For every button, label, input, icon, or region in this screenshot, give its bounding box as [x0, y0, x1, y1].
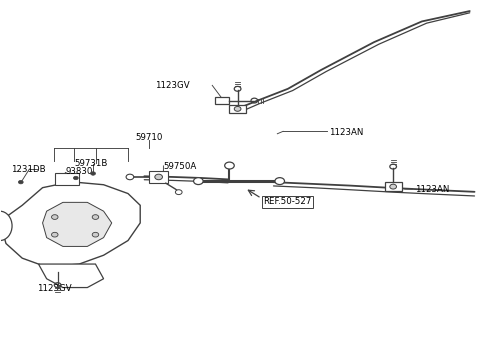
Circle shape	[175, 190, 182, 195]
Circle shape	[275, 178, 285, 185]
Circle shape	[92, 215, 99, 219]
Text: 1123AN: 1123AN	[415, 185, 449, 194]
Text: 59750A: 59750A	[163, 162, 197, 171]
Circle shape	[234, 107, 241, 111]
Circle shape	[18, 180, 23, 184]
Circle shape	[193, 178, 203, 185]
Polygon shape	[215, 97, 229, 104]
Circle shape	[73, 176, 78, 180]
Text: REF.50-527: REF.50-527	[263, 197, 312, 206]
Circle shape	[91, 172, 96, 175]
Circle shape	[126, 174, 134, 180]
Text: 1123AN: 1123AN	[328, 128, 363, 137]
Polygon shape	[229, 105, 246, 113]
Text: 1123GV: 1123GV	[155, 81, 190, 90]
Text: 1231DB: 1231DB	[11, 164, 46, 174]
Circle shape	[51, 215, 58, 219]
Polygon shape	[2, 182, 140, 267]
Text: 59710: 59710	[135, 133, 163, 142]
Ellipse shape	[0, 211, 12, 240]
Polygon shape	[38, 264, 104, 288]
Circle shape	[390, 184, 396, 189]
Text: 59731B: 59731B	[75, 159, 108, 168]
Circle shape	[51, 232, 58, 237]
Circle shape	[155, 174, 162, 180]
Text: 93830: 93830	[65, 167, 93, 176]
Polygon shape	[55, 173, 79, 185]
Bar	[149, 171, 168, 183]
Polygon shape	[384, 183, 402, 191]
Text: 1123GV: 1123GV	[36, 284, 71, 293]
Circle shape	[92, 232, 99, 237]
Polygon shape	[43, 202, 112, 246]
Circle shape	[225, 162, 234, 169]
